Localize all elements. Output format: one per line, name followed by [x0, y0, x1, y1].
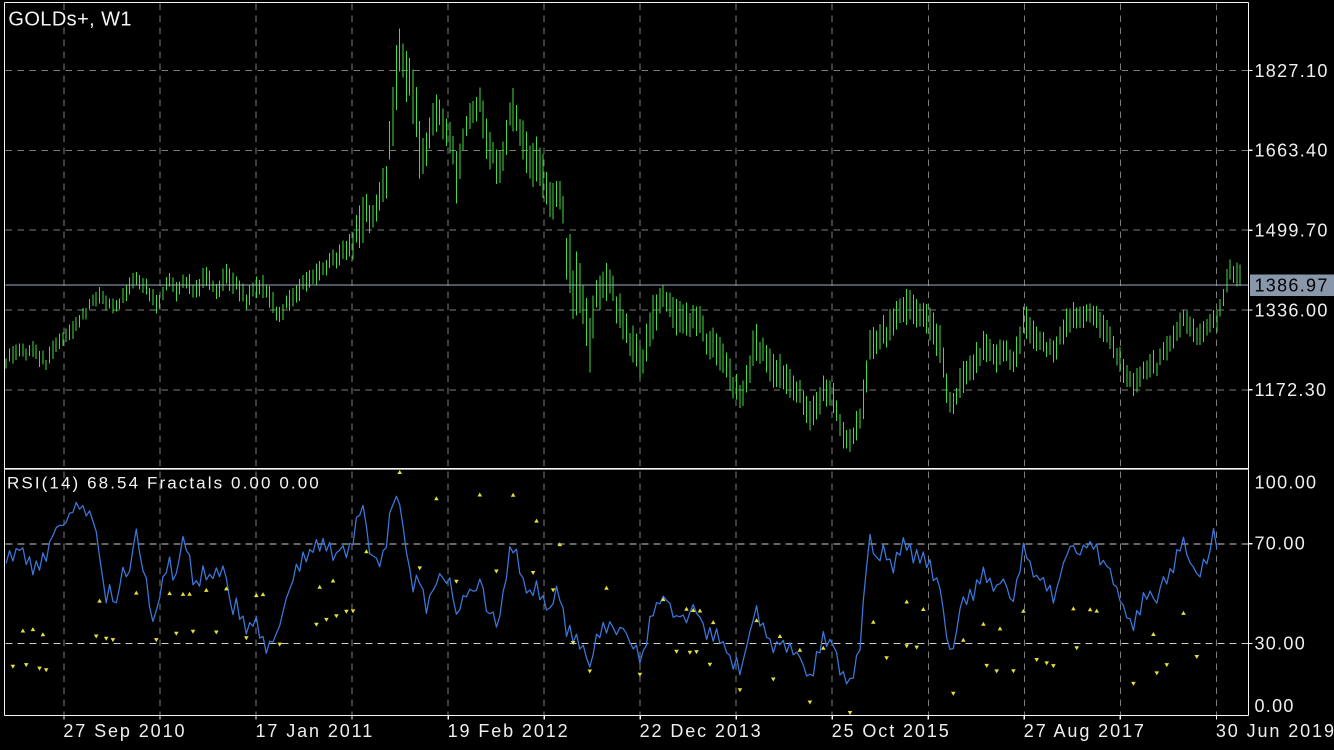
- svg-text:70.00: 70.00: [1255, 534, 1307, 554]
- svg-text:25 Oct 2015: 25 Oct 2015: [832, 721, 951, 741]
- svg-text:1386.97: 1386.97: [1255, 275, 1329, 295]
- svg-text:100.00: 100.00: [1255, 472, 1318, 492]
- svg-text:22 Dec 2013: 22 Dec 2013: [640, 721, 763, 741]
- svg-text:17 Jan 2011: 17 Jan 2011: [256, 721, 375, 741]
- svg-text:GOLDs+, W1: GOLDs+, W1: [8, 9, 131, 31]
- svg-text:1172.30: 1172.30: [1255, 380, 1328, 400]
- svg-text:19 Feb 2012: 19 Feb 2012: [448, 721, 570, 741]
- svg-text:1499.70: 1499.70: [1255, 220, 1329, 240]
- svg-text:1663.40: 1663.40: [1255, 141, 1329, 161]
- svg-text:1827.10: 1827.10: [1255, 61, 1329, 81]
- svg-text:30.00: 30.00: [1255, 634, 1307, 654]
- svg-text:27 Aug 2017: 27 Aug 2017: [1024, 721, 1146, 741]
- svg-text:1336.00: 1336.00: [1255, 300, 1329, 320]
- svg-text:27 Sep 2010: 27 Sep 2010: [63, 721, 186, 741]
- svg-text:0.00: 0.00: [1255, 696, 1295, 716]
- svg-text:RSI(14) 68.54 Fractals 0.00 0.: RSI(14) 68.54 Fractals 0.00 0.00: [7, 474, 321, 493]
- svg-text:30 Jun 2019: 30 Jun 2019: [1216, 721, 1334, 741]
